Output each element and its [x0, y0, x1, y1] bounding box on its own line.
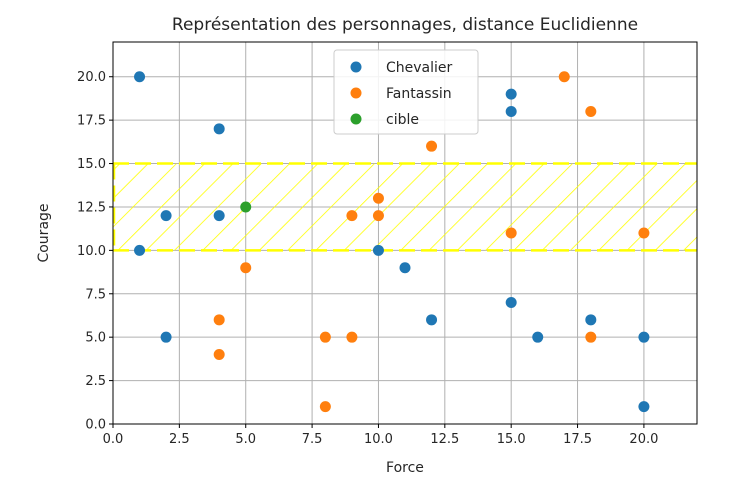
point-fantassin: [372, 192, 384, 204]
y-tick-label: 17.5: [77, 114, 106, 129]
y-tick-label: 20.0: [77, 70, 106, 85]
y-axis-label: Courage: [36, 203, 52, 262]
x-axis-label: Force: [386, 460, 424, 476]
point-fantassin: [213, 349, 225, 361]
x-tick-label: 0.0: [103, 432, 124, 447]
chart-title: Représentation des personnages, distance…: [172, 15, 638, 35]
point-chevalier: [213, 123, 225, 135]
x-tick-label: 17.5: [563, 432, 592, 447]
highlight-band-layer: [113, 162, 697, 252]
point-fantassin: [426, 140, 438, 152]
point-chevalier: [532, 331, 544, 343]
x-tick-label: 12.5: [430, 432, 459, 447]
y-tick-label: 7.5: [85, 287, 106, 302]
y-tick-label: 2.5: [85, 374, 106, 389]
point-chevalier: [399, 262, 411, 274]
point-fantassin: [585, 105, 597, 117]
point-chevalier: [426, 314, 438, 326]
point-chevalier: [505, 296, 517, 308]
point-fantassin: [319, 331, 331, 343]
point-fantassin: [558, 71, 570, 83]
x-tick-label: 20.0: [629, 432, 658, 447]
legend-label-fantassin: Fantassin: [386, 86, 452, 102]
point-fantassin: [240, 262, 252, 274]
point-chevalier: [160, 210, 172, 222]
point-chevalier: [160, 331, 172, 343]
point-fantassin: [319, 401, 331, 413]
legend-marker-cible: [350, 113, 362, 125]
legend-label-chevalier: Chevalier: [386, 60, 453, 76]
point-chevalier: [638, 401, 650, 413]
legend-box: [333, 49, 479, 135]
point-fantassin: [638, 227, 650, 239]
x-tick-label: 2.5: [169, 432, 190, 447]
point-chevalier: [372, 244, 384, 256]
point-fantassin: [346, 331, 358, 343]
legend-marker-chevalier: [350, 61, 362, 73]
point-chevalier: [213, 210, 225, 222]
point-cible: [240, 201, 252, 213]
y-tick-label: 5.0: [85, 331, 106, 346]
point-fantassin: [372, 210, 384, 222]
point-fantassin: [213, 314, 225, 326]
point-fantassin: [505, 227, 517, 239]
point-chevalier: [638, 331, 650, 343]
y-tick-label: 15.0: [77, 157, 106, 172]
point-fantassin: [346, 210, 358, 222]
axes-layer: [109, 41, 698, 428]
x-tick-label: 15.0: [497, 432, 526, 447]
point-chevalier: [134, 244, 146, 256]
x-tick-label: 7.5: [302, 432, 323, 447]
y-tick-label: 12.5: [77, 200, 106, 215]
plot-frame: [112, 41, 698, 425]
points-layer: [134, 71, 650, 413]
legend-marker-fantassin: [350, 87, 362, 99]
x-tick-label: 5.0: [235, 432, 256, 447]
point-chevalier: [585, 314, 597, 326]
legend: Chevalier Fantassin cible: [333, 49, 479, 135]
point-chevalier: [134, 71, 146, 83]
band-hatch: [113, 163, 697, 251]
x-tick-label: 10.0: [364, 432, 393, 447]
y-tick-label: 0.0: [85, 418, 106, 433]
legend-label-cible: cible: [386, 112, 419, 128]
point-chevalier: [505, 105, 517, 117]
y-tick-label: 10.0: [77, 244, 106, 259]
point-chevalier: [505, 88, 517, 100]
point-fantassin: [585, 331, 597, 343]
tick-labels-layer: 0.0 2.5 5.0 7.5 10.0 12.5 15.0 17.5 20.0 0.0 2.5 5.…: [77, 70, 658, 447]
